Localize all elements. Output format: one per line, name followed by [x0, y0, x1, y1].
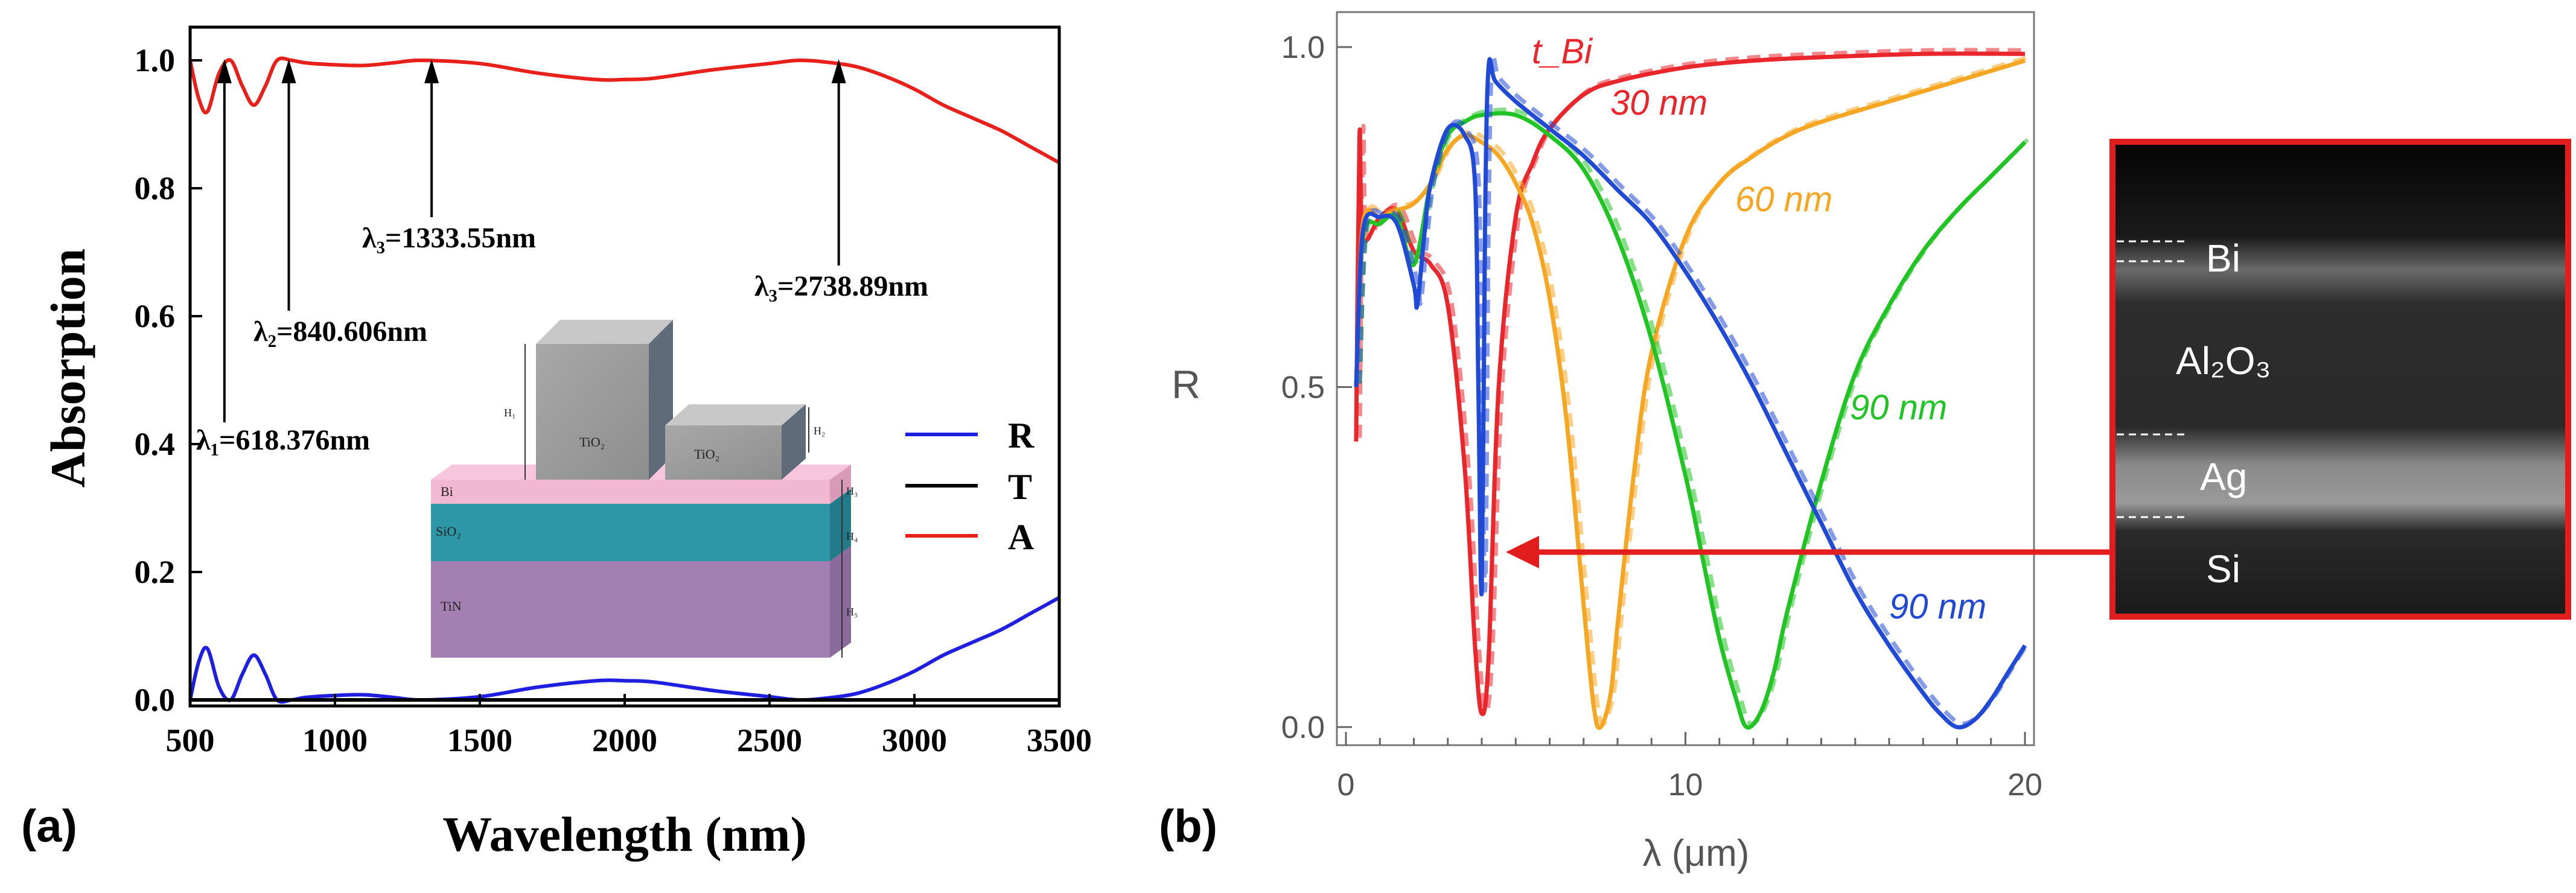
- panel-a-y-axis-title: Absorption: [40, 249, 95, 488]
- tin-layer-side: [830, 546, 851, 658]
- panel-b-x-tick-label: 10: [1668, 767, 1703, 802]
- sem-image: [2112, 142, 2568, 617]
- panel-b-x-tick-label: 0: [1337, 767, 1355, 802]
- sem-label-si: Si: [2206, 547, 2240, 591]
- panel-b-plot-frame: [1336, 11, 2035, 746]
- sio2-layer-label: SiO₂: [436, 524, 461, 539]
- annotation-label: λ₁=618.376nm: [196, 424, 370, 456]
- panel-a-label: (a): [21, 801, 77, 852]
- tio2-label-2: TiO₂: [694, 446, 719, 462]
- panel-a-y-tick-label: 0.0: [135, 682, 176, 718]
- bi-layer-front: [431, 480, 830, 504]
- h4-label: H₄: [846, 530, 858, 542]
- panel-b-x-axis-title: λ (μm): [1643, 833, 1750, 874]
- panel-b-series-3-fit-line: [1357, 53, 2030, 726]
- legend-label-r: R: [1008, 416, 1035, 456]
- sio2-layer-side: [830, 489, 851, 561]
- panel-a: H₁ H₂ H₃ H₄ H₅ TiO₂ TiO₂ Bi SiO₂ TiN λ₁=…: [21, 25, 1092, 862]
- t-bi-annotation: t_Bi: [1532, 32, 1593, 71]
- annotation-label: λ₂=840.606nm: [253, 316, 427, 348]
- tio2-block-1-top: [536, 320, 673, 344]
- annotation-label: λ₃=1333.55nm: [362, 222, 536, 254]
- sem-label-bi: Bi: [2206, 237, 2240, 280]
- panel-a-x-tick-label: 2500: [737, 722, 802, 758]
- tio2-block-2-top: [665, 404, 806, 425]
- panel-a-x-axis-title: Wavelength (nm): [442, 807, 807, 862]
- label-90nm-blue: 90 nm: [1889, 587, 1986, 626]
- panel-b-y-tick-label: 0.5: [1281, 370, 1325, 405]
- panel-b: 0 10 20 0.0 0.5 1.0 λ (μm) R (b) t_Bi 30 nm 6…: [1159, 11, 2115, 874]
- panel-b-series-1-fit-line: [1357, 55, 2030, 726]
- panel-a-y-tick-label: 0.8: [135, 170, 176, 206]
- bi-layer-side: [830, 465, 851, 504]
- sem-label-ag: Ag: [2200, 455, 2247, 498]
- panel-a-x-tick-label: 3500: [1027, 722, 1092, 758]
- panel-a-x-tick-label: 500: [166, 722, 215, 758]
- pointer-arrow-head: [1506, 536, 1539, 568]
- panel-a-series-r-line: [188, 596, 1060, 704]
- annotation-label: λ₃=2738.89nm: [754, 270, 928, 302]
- bi-layer-label: Bi: [441, 484, 453, 499]
- panel-a-x-tick-label: 2000: [592, 722, 657, 758]
- h1-label: H₁: [504, 407, 515, 419]
- h2-label: H₂: [814, 425, 825, 437]
- tio2-block-1-front: [536, 344, 649, 480]
- panel-a-x-tick-label: 1500: [447, 722, 512, 758]
- sem-cross-section-image: Bi Al₂O₃ Ag Si: [2109, 139, 2571, 620]
- panel-a-series-a-line: [188, 56, 1060, 165]
- panel-b-y-tick-label: 1.0: [1281, 30, 1325, 65]
- legend-label-t: T: [1008, 467, 1032, 507]
- sem-frame: [2109, 139, 2571, 620]
- h3-label: H₃: [846, 485, 858, 497]
- inset-structure-diagram: H₁ H₂ H₃ H₄ H₅ TiO₂ TiO₂ Bi SiO₂ TiN: [431, 320, 858, 658]
- panel-a-x-tick-label: 1000: [302, 722, 368, 758]
- label-30nm: 30 nm: [1610, 83, 1707, 122]
- label-90nm-green: 90 nm: [1850, 388, 1947, 427]
- sem-label-al2o3: Al₂O₃: [2176, 339, 2271, 383]
- panel-b-label: (b): [1159, 801, 1217, 852]
- h5-label: H₅: [846, 606, 858, 618]
- sio2-layer-front: [431, 504, 830, 561]
- annotation-arrow-head: [831, 59, 846, 83]
- annotation-arrow-head: [281, 59, 296, 83]
- panel-a-y-tick-label: 0.4: [135, 426, 176, 462]
- panel-a-y-tick-label: 0.6: [135, 298, 176, 334]
- tio2-label-1: TiO₂: [579, 434, 605, 450]
- panel-a-legend: R T A: [905, 416, 1035, 557]
- panel-b-y-axis-title: R: [1172, 362, 1200, 407]
- panel-a-y-tick-label: 0.2: [135, 554, 176, 590]
- tio2-block-2-side: [782, 404, 806, 480]
- annotation-arrow-head: [424, 59, 439, 83]
- annotation-arrow-head: [217, 59, 232, 83]
- tio2-block-2-front: [665, 425, 782, 480]
- panel-a-y-tick-label: 1.0: [135, 42, 176, 78]
- label-60nm: 60 nm: [1735, 180, 1832, 219]
- panel-b-series-3-line: [1354, 57, 2027, 729]
- panel-b-y-tick-label: 0.0: [1281, 710, 1325, 745]
- tin-layer-front: [431, 561, 830, 658]
- panel-b-x-tick-label: 20: [2007, 767, 2042, 802]
- panel-a-x-tick-label: 3000: [882, 722, 947, 758]
- tin-layer-label: TiN: [441, 599, 462, 614]
- legend-label-a: A: [1008, 517, 1034, 557]
